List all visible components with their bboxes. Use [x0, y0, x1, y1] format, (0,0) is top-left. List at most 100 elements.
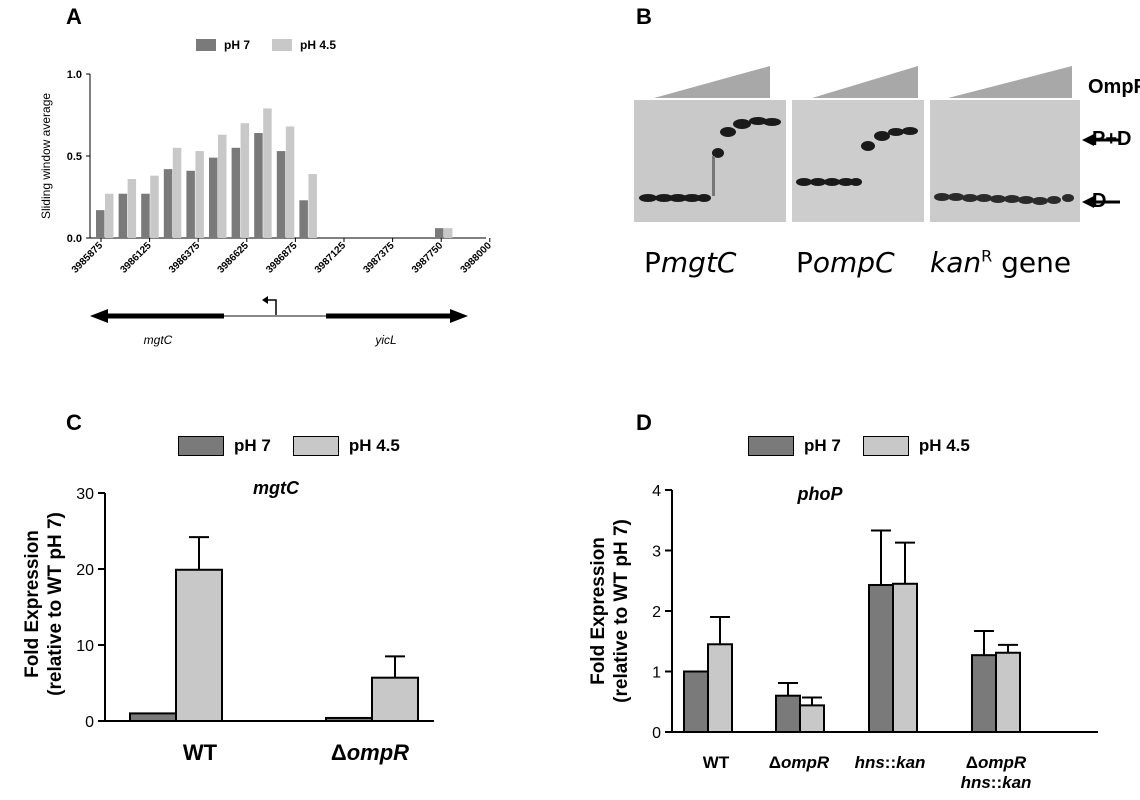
- bar-ph45: [263, 108, 272, 238]
- gel-label-gene: ompC: [812, 246, 895, 279]
- gel-label-prefix: P: [644, 246, 661, 279]
- bar-ph45: [175, 568, 223, 723]
- panel-b-gels: [634, 66, 1120, 222]
- bar-ph7: [231, 147, 241, 238]
- y-tick-label: 30: [76, 486, 94, 503]
- legend-label: pH 7: [234, 436, 271, 455]
- panel-a-legend: pH 7 pH 4.5: [196, 38, 336, 52]
- panel-letter-d: D: [636, 410, 652, 435]
- legend-swatch-ph7: [196, 39, 216, 51]
- x-category-gene: ompR: [347, 740, 409, 765]
- x-category-label: hns::kan: [855, 753, 926, 772]
- bar-ph45: [995, 651, 1021, 733]
- x-category-label: WT: [183, 740, 218, 765]
- bar-ph7: [276, 151, 286, 238]
- legend-label: pH 4.5: [918, 436, 970, 455]
- legend-item-ph45: pH 4.5: [272, 38, 336, 52]
- bar-ph7: [775, 694, 801, 733]
- legend-swatch-ph45: [292, 436, 339, 456]
- x-tick-label: 3986125: [118, 240, 154, 276]
- bar-ph45: [892, 582, 918, 734]
- bar-ph45: [444, 228, 453, 238]
- promoter-arrowhead: [262, 296, 268, 304]
- y-axis-label: Sliding window average: [39, 93, 53, 219]
- bar-ph45: [240, 123, 250, 238]
- legend-label: pH 4.5: [348, 436, 400, 455]
- bar-ph45: [172, 147, 182, 238]
- legend-label: pH 7: [804, 436, 841, 455]
- x-category-delta: Δ: [769, 753, 781, 772]
- chart-title: mgtC: [253, 478, 300, 498]
- legend-item-ph7: pH 7: [748, 436, 841, 456]
- x-category-label: ΔompR: [331, 740, 409, 765]
- y-axis-label: Fold Expression (relative to WT pH 7): [22, 512, 66, 696]
- y-tick-label: 20: [76, 562, 94, 579]
- gel-label-pmgtc: PmgtC: [644, 246, 736, 279]
- x-tick-label: 3987750: [410, 240, 446, 276]
- legend-swatch-ph7: [748, 436, 794, 456]
- x-category-prefix: WT: [183, 740, 218, 765]
- gene-yicl-arrowhead: [450, 309, 468, 323]
- d-arrowhead: [1082, 196, 1094, 208]
- x-category-label: WT: [703, 753, 730, 772]
- gel-image-pompc: [792, 100, 924, 222]
- gel-image-pmgtc: [634, 100, 786, 222]
- x-tick-label: 3986375: [167, 240, 203, 276]
- legend-swatch-ph45: [272, 39, 293, 51]
- x-category-gene: ompR: [781, 753, 830, 772]
- gene-mgtc-arrowhead: [90, 309, 108, 323]
- bar-ph7: [299, 200, 308, 238]
- gel-label-gene: kan: [930, 246, 982, 279]
- legend-swatch-ph7: [178, 436, 224, 456]
- bar-ph7: [129, 712, 177, 722]
- bar-ph7: [435, 228, 444, 238]
- x-category-delta: Δ: [966, 753, 978, 772]
- y-axis-label-line1: Fold Expression: [588, 537, 609, 685]
- pd-label: P+D: [1092, 128, 1132, 150]
- legend-item-ph7: pH 7: [178, 436, 271, 456]
- panel-d-legend: pH 7 pH 4.5: [748, 436, 970, 456]
- bar-ph7: [254, 133, 263, 238]
- x-category-gene: ompR: [978, 753, 1027, 772]
- gel-image-kanr: [930, 100, 1080, 222]
- x-tick-label: 3988000: [459, 240, 495, 276]
- d-label: D: [1092, 190, 1107, 212]
- legend-swatch-ph45: [862, 436, 909, 456]
- ompr-gradient-triangle-2: [812, 66, 918, 98]
- x-category-text: WT: [703, 753, 730, 772]
- x-tick-label: 3986875: [264, 240, 300, 276]
- panel-c-legend: pH 7 pH 4.5: [178, 436, 400, 456]
- y-axis-label-line1: Fold Expression: [22, 530, 43, 678]
- panel-a-chart: Sliding window average 0.0 0.5 1.0 3985875…: [39, 69, 495, 276]
- x-category-label: ΔompR: [769, 753, 830, 772]
- legend-label: pH 7: [224, 38, 251, 52]
- promoter-arrow: [267, 299, 277, 315]
- panel-c-chart: mgtC Fold Expression (relative to WT pH …: [22, 478, 434, 765]
- panel-letter-b: B: [636, 4, 652, 29]
- y-tick-label: 10: [76, 638, 94, 655]
- x-category-sep: ::: [991, 773, 1002, 792]
- bar-ph45: [195, 151, 204, 238]
- bar-ph45: [799, 704, 825, 734]
- bar-ph7: [141, 193, 150, 238]
- bar-ph45: [218, 134, 227, 238]
- gel-label-gene: mgtC: [660, 246, 737, 279]
- panel-letter-c: C: [66, 410, 82, 435]
- bar-ph45: [707, 643, 733, 733]
- legend-label: pH 4.5: [300, 38, 337, 52]
- y-tick-label: 4: [652, 483, 661, 500]
- bar-ph7: [325, 716, 373, 723]
- x-category-label: hns::kan: [961, 773, 1032, 792]
- bar-ph7: [971, 654, 997, 733]
- y-tick-label: 1: [652, 665, 661, 682]
- y-tick-label: 1.0: [67, 69, 82, 81]
- y-axis-label: Fold Expression (relative to WT pH 7): [588, 519, 632, 703]
- bar-ph45: [127, 178, 137, 238]
- bar-ph45: [150, 175, 159, 238]
- x-tick-label: 3987125: [313, 240, 349, 276]
- y-axis-label-line2: (relative to WT pH 7): [45, 512, 66, 696]
- x-category-prefix: Δ: [331, 740, 347, 765]
- x-category-sep: ::: [885, 753, 896, 772]
- bar-ph45: [308, 174, 317, 238]
- bar-ph7: [868, 583, 894, 733]
